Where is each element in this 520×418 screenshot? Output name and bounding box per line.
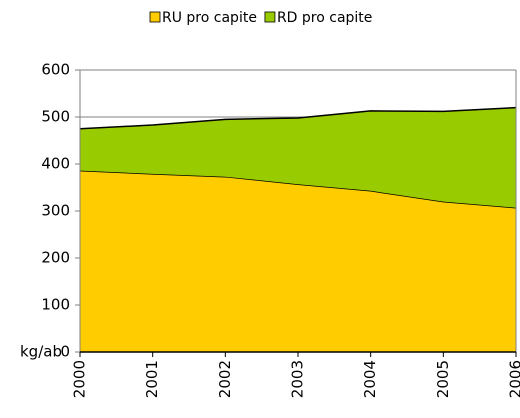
legend-swatch (149, 11, 161, 23)
x-tick-label: 2004 (361, 360, 379, 398)
area (80, 107, 516, 208)
x-tick-label: 2001 (143, 360, 161, 398)
x-tick-label: 2006 (507, 360, 520, 398)
legend-label: RD pro capite (277, 10, 372, 26)
y-tick-label: 0 (60, 343, 70, 361)
legend-swatch (264, 11, 276, 23)
y-tick-label: 400 (41, 155, 70, 173)
y-axis-label: kg/ab (20, 343, 62, 361)
x-tick-label: 2000 (71, 360, 89, 398)
y-tick-label: 600 (41, 61, 70, 79)
x-tick-label: 2005 (434, 360, 452, 398)
legend: RU pro capite RD pro capite (149, 10, 372, 26)
legend-label: RU pro capite (162, 10, 257, 26)
y-tick-label: 200 (41, 249, 70, 267)
x-tick-label: 2003 (289, 360, 307, 398)
y-tick-label: 100 (41, 296, 70, 314)
y-tick-label: 300 (41, 202, 70, 220)
area-edge (79, 106, 517, 130)
x-tick-label: 2002 (216, 360, 234, 398)
area (80, 170, 516, 352)
y-tick-label: 500 (41, 108, 70, 126)
